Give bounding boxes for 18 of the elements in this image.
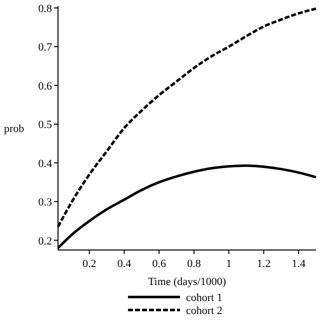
x-tick-label: 0.8: [187, 258, 202, 270]
y-tick-label: 0.5: [38, 119, 52, 132]
x-tick-label: 0.4: [117, 258, 132, 270]
y-tick-label: 0.3: [38, 196, 52, 209]
x-tick-label: 0.6: [152, 258, 166, 270]
y-tick-label: 0.8: [38, 2, 52, 15]
x-tick-label: 1.2: [256, 258, 271, 270]
x-tick-label: 1: [226, 258, 232, 270]
x-tick-label: 0.2: [82, 258, 96, 270]
x-tick-label: 1.4: [292, 258, 306, 270]
y-axis-title: prob: [4, 123, 25, 135]
y-tick-label: 0.4: [38, 158, 52, 170]
y-tick-label: 0.6: [38, 80, 52, 92]
legend-label: cohort 2: [186, 305, 222, 317]
y-tick-label: 0.2: [38, 235, 52, 248]
y-tick-label: 0.7: [38, 42, 52, 54]
legend-label: cohort 1: [186, 292, 222, 304]
x-axis-title: Time (days/1000): [148, 276, 226, 288]
